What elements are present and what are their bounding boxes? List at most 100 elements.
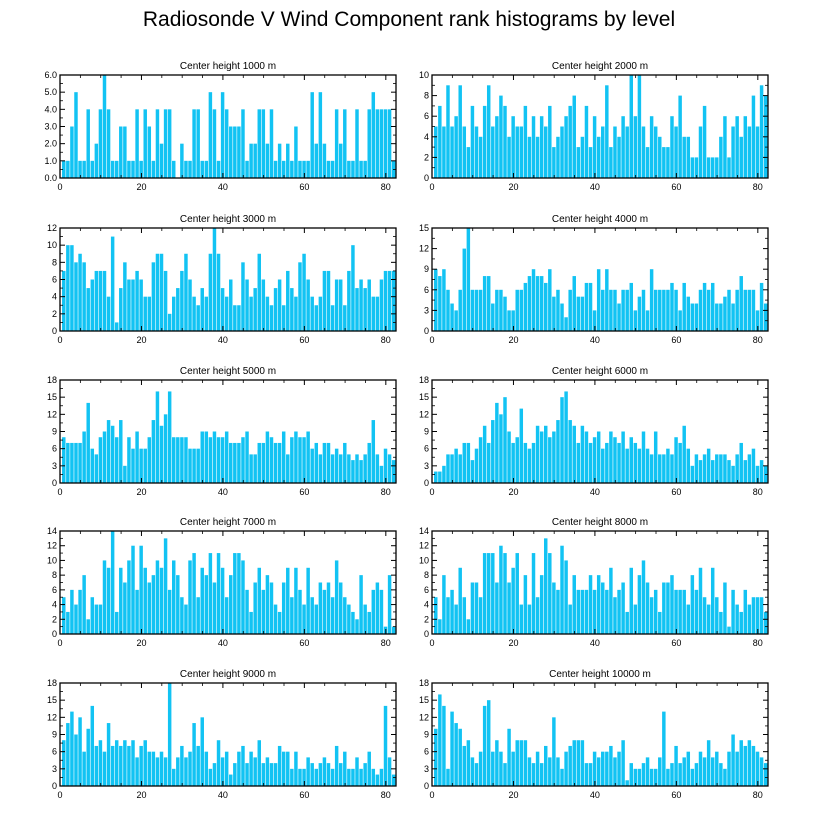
histogram-bar (544, 745, 548, 786)
histogram-bar (155, 560, 160, 634)
histogram-bar (391, 626, 396, 634)
histogram-bar (605, 85, 609, 178)
y-tick-label: 0 (52, 478, 57, 488)
histogram-bar (458, 728, 462, 786)
histogram-bar (482, 705, 487, 786)
histogram-bar (155, 391, 160, 483)
y-tick-label: 12 (47, 712, 57, 722)
histogram-bar (723, 768, 727, 786)
y-tick-label: 12 (419, 712, 429, 722)
histogram-bar (180, 745, 184, 786)
histogram-bar (184, 160, 188, 178)
histogram-bar (588, 763, 593, 786)
histogram-bar (641, 763, 646, 786)
histogram-bar (281, 305, 286, 331)
histogram-bar (314, 604, 319, 634)
histogram-bar (163, 109, 168, 178)
histogram-bar (273, 288, 278, 331)
histogram-bar (281, 751, 286, 786)
histogram-bar (584, 431, 589, 483)
histogram-bar (629, 567, 633, 634)
histogram-bar (548, 553, 552, 634)
histogram-bar (458, 454, 462, 483)
histogram-bar (641, 289, 646, 331)
histogram-bar (666, 448, 670, 483)
histogram-bar (719, 136, 723, 178)
histogram-bar (302, 768, 306, 786)
histogram-bar (743, 589, 748, 634)
histogram-bar (306, 567, 310, 634)
histogram-bar (723, 582, 727, 634)
x-tick-label: 80 (381, 638, 391, 648)
histogram-bar (208, 253, 213, 331)
histogram-bar (306, 160, 310, 178)
histogram-panel: Center height 9000 m 0 3 6 9 12 15 18 0 20 40 60 80 (47, 669, 397, 800)
histogram-bar (314, 442, 319, 483)
x-tick-label: 20 (136, 790, 146, 800)
x-tick-label: 0 (429, 790, 434, 800)
histogram-bar (343, 109, 347, 178)
histogram-bar (662, 454, 666, 483)
histogram-bar (759, 85, 764, 178)
y-tick-label: 9 (52, 427, 57, 437)
y-tick-label: 12 (419, 541, 429, 551)
histogram-bar (245, 763, 249, 786)
histogram-bar (196, 448, 200, 483)
histogram-bar (216, 437, 221, 483)
histogram-bar (229, 575, 233, 634)
histogram-bar (277, 143, 282, 178)
histogram-bar (176, 757, 180, 786)
histogram-bar (568, 289, 572, 331)
histogram-bar (82, 751, 86, 786)
histogram-bar (674, 745, 678, 786)
histogram-bar (375, 774, 380, 786)
histogram-bar (739, 442, 743, 483)
histogram-bar (343, 442, 347, 483)
histogram-bar (102, 560, 107, 634)
histogram-bar (351, 611, 355, 634)
histogram-bar (670, 454, 674, 483)
histogram-bar (233, 126, 237, 178)
histogram-bar (755, 465, 760, 483)
histogram-bar (290, 437, 294, 483)
histogram-bar (633, 116, 638, 178)
histogram-bar (114, 611, 119, 634)
histogram-bar (102, 270, 107, 331)
histogram-bar (649, 597, 654, 634)
histogram-bar (196, 109, 200, 178)
histogram-bar (216, 553, 221, 634)
histogram-bar (735, 116, 739, 178)
histogram-bar (491, 126, 495, 178)
histogram-bar (334, 448, 339, 483)
histogram-bar (478, 136, 483, 178)
histogram-bar (552, 717, 556, 786)
histogram-bar (658, 757, 662, 786)
histogram-bar (625, 780, 629, 786)
histogram-bar (743, 460, 748, 483)
x-tick-label: 60 (299, 487, 309, 497)
histogram-bar (438, 619, 442, 634)
y-tick-label: 1.0 (44, 156, 57, 166)
y-tick-label: 14 (47, 526, 57, 536)
histogram-bar (216, 740, 221, 786)
histogram-bar (482, 276, 487, 331)
histogram-bar (434, 126, 438, 178)
y-tick-label: 0 (52, 326, 57, 336)
histogram-bar (119, 745, 123, 786)
y-tick-label: 4 (424, 600, 429, 610)
histogram-bar (446, 454, 450, 483)
histogram-bar (212, 109, 217, 178)
histogram-bar (220, 567, 225, 634)
x-tick-label: 20 (136, 335, 146, 345)
histogram-bar (123, 126, 127, 178)
histogram-bar (379, 768, 384, 786)
histogram-bar (527, 604, 532, 634)
histogram-bar (180, 270, 184, 331)
y-tick-label: 8 (424, 91, 429, 101)
histogram-bar (180, 597, 184, 634)
histogram-bar (588, 442, 593, 483)
histogram-bar (474, 126, 479, 178)
histogram-bar (151, 751, 156, 786)
histogram-bar (127, 745, 131, 786)
histogram-bar (698, 460, 703, 483)
